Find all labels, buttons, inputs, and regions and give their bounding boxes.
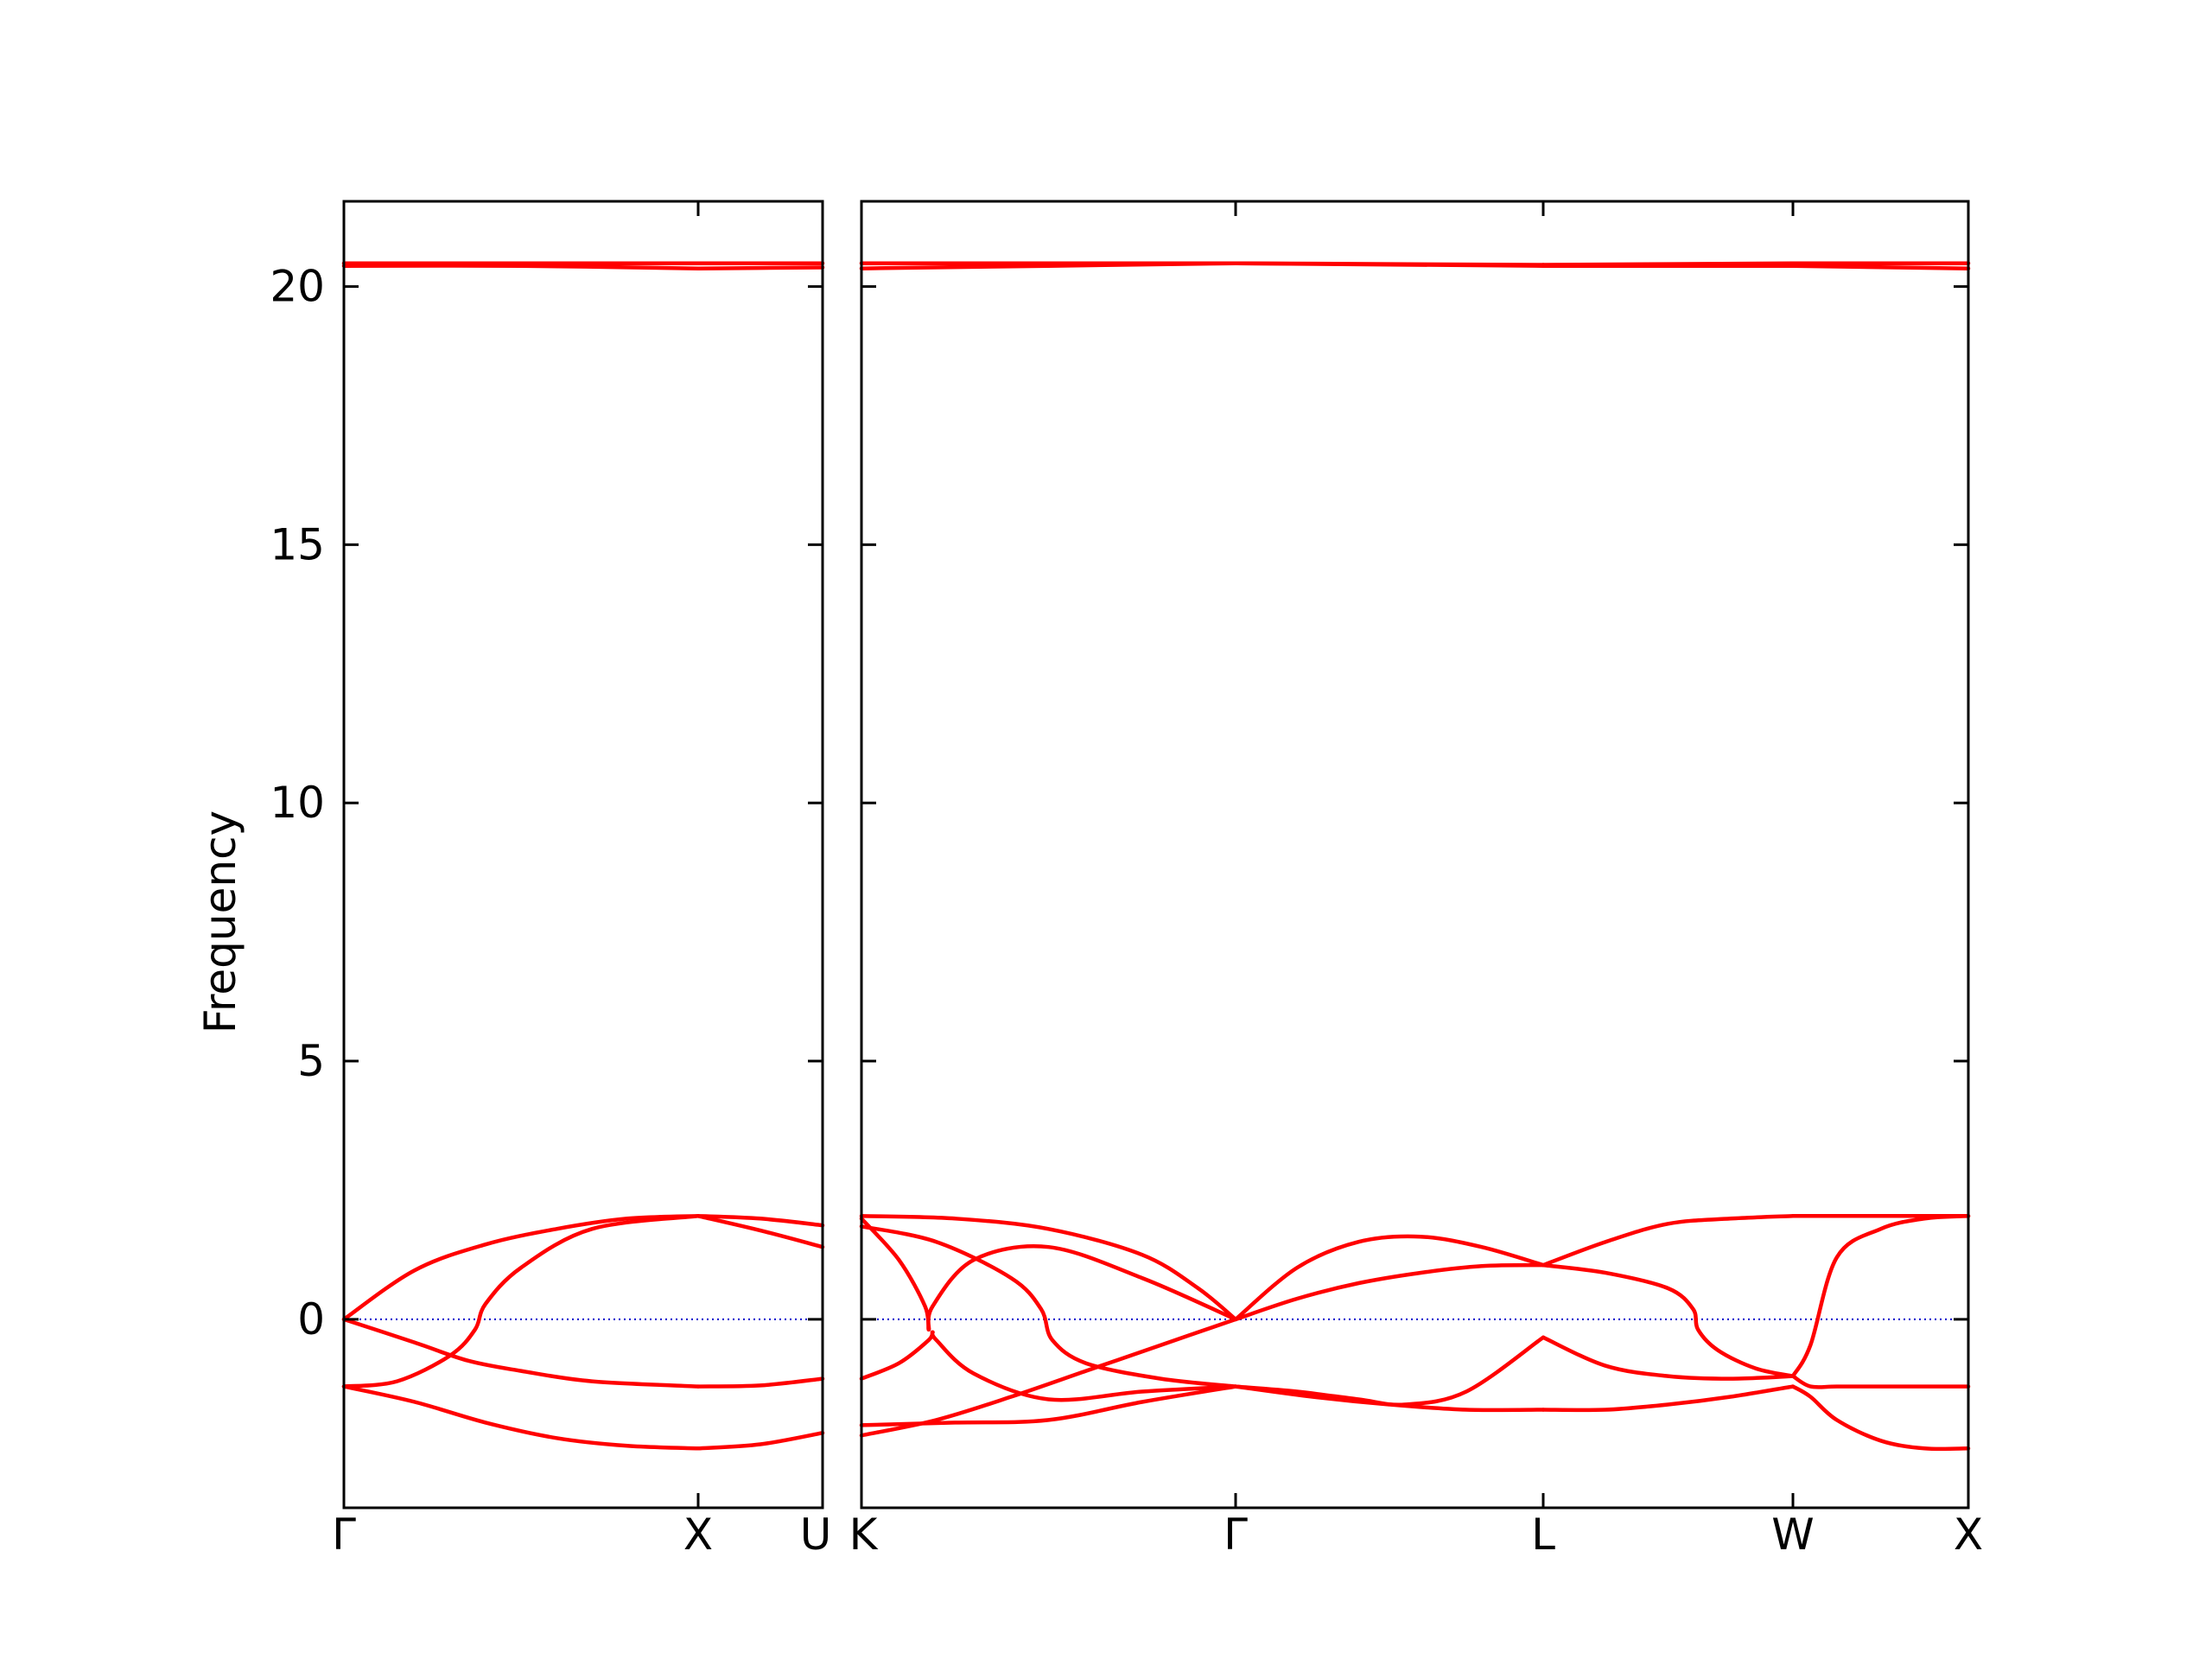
band-line-Γ-X-1 [341, 1384, 701, 1451]
band-line-W-X-1 [1790, 1214, 1971, 1378]
band-line-Γ-L-4 [1233, 1234, 1546, 1322]
band-line-L-W-6 [1541, 261, 1796, 267]
band-line-Γ-X-3 [341, 1214, 701, 1389]
band-line-L-W-3 [1541, 1262, 1796, 1378]
x-tick-label-W: W [1771, 1510, 1814, 1560]
band-line-W-X-5 [1790, 264, 1971, 270]
band-line-L-W-4 [1541, 1214, 1796, 1268]
panel-1: 0 5 10 15 20 Γ X U [270, 200, 832, 1560]
band-line-Γ-X-4 [341, 1214, 701, 1322]
band-line-K-Γ-6 [859, 1317, 1238, 1438]
band-line-X-U-1 [696, 1431, 825, 1451]
x-tick-label-L: L [1531, 1510, 1555, 1560]
y-axis-label: Frequency [195, 810, 245, 1033]
x-tick-label-Γ: Γ [1224, 1510, 1248, 1560]
band-line-L-W-1 [1541, 1335, 1796, 1381]
band-line-X-U-5 [696, 265, 825, 270]
band-line-K-Γ-5 [859, 1384, 1238, 1427]
y-tick-label: 5 [297, 1036, 325, 1086]
x-tick-label-X: X [1954, 1510, 1983, 1560]
y-tick-label: 15 [270, 519, 325, 569]
band-line-Γ-L-2 [1233, 1384, 1546, 1413]
plot-layer: 0 5 10 15 20 Γ X U K Γ L W X [270, 200, 1983, 1560]
y-tick-label: 0 [297, 1294, 325, 1344]
x-tick-label-U: U [800, 1510, 832, 1560]
panel-frame [342, 200, 824, 1510]
band-line-X-U-4 [696, 1214, 825, 1228]
band-line-Γ-L-3 [1233, 1262, 1546, 1322]
x-tick-label-K: K [849, 1510, 879, 1560]
band-line-Γ-X-2 [341, 1317, 701, 1389]
x-tick-label-X: X [683, 1510, 713, 1560]
band-line-K-Γ-3 [859, 1224, 1238, 1389]
band-line-K-Γ-4 [859, 1214, 1238, 1322]
panel-frame [860, 200, 1970, 1510]
band-line-X-U-3 [696, 1214, 825, 1249]
x-tick-label-Γ: Γ [332, 1510, 356, 1560]
y-tick-label: 20 [270, 262, 325, 312]
band-line-Γ-X-5 [341, 264, 701, 270]
band-line-L-W-2 [1541, 1384, 1796, 1413]
band-line-Γ-L-6 [1233, 261, 1546, 267]
band-line-W-X-2 [1790, 1374, 1971, 1389]
band-line-K-Γ-1 [859, 1330, 1238, 1402]
band-line-K-Γ-2 [859, 1217, 1238, 1332]
y-tick-label: 10 [270, 778, 325, 828]
band-line-W-X-3 [1790, 1384, 1971, 1452]
band-line-X-U-2 [696, 1376, 825, 1389]
